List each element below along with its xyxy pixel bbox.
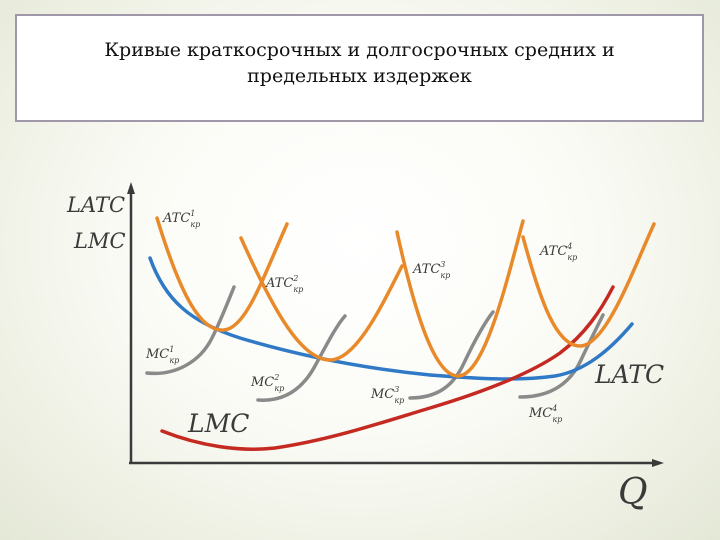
y-axis-label-latc: LATC — [66, 193, 125, 217]
atc-curve-3 — [395, 219, 525, 378]
x-axis-label-q: Q — [618, 472, 648, 513]
mc-curve-1 — [145, 285, 236, 376]
atc-label-2: ATC2 кр — [265, 274, 303, 294]
lmc-curve — [160, 285, 615, 451]
title-box: Кривые краткосрочных и долгосрочных сред… — [15, 14, 704, 122]
mc-curve-3 — [408, 310, 495, 400]
mc-curve-4 — [518, 313, 605, 399]
mc-label-1: MC1 кр — [145, 345, 179, 365]
atc-curve-1 — [155, 216, 289, 332]
mc-label-3: MC3 кр — [370, 385, 404, 405]
y-axis-arrow — [127, 182, 135, 194]
lmc-curve-label: LMC — [187, 409, 249, 438]
y-axis-label-lmc: LMC — [73, 229, 126, 253]
mc-label-4: MC4 кр — [528, 404, 562, 424]
x-axis-arrow — [652, 459, 664, 467]
atc-label-3: ATC3 кр — [412, 260, 450, 280]
atc-label-1: ATC1 кр — [162, 209, 200, 229]
atc-curve-4 — [521, 222, 656, 348]
latc-curve — [148, 256, 634, 381]
mc-label-2: MC2 кр — [250, 373, 284, 393]
diagram-title: Кривые краткосрочных и долгосрочных сред… — [104, 39, 615, 87]
atc-label-4: ATC4 кр — [539, 242, 577, 262]
latc-curve-label: LATC — [594, 360, 664, 389]
atc-curve-2 — [239, 236, 404, 362]
mc-curve-2 — [256, 314, 347, 402]
